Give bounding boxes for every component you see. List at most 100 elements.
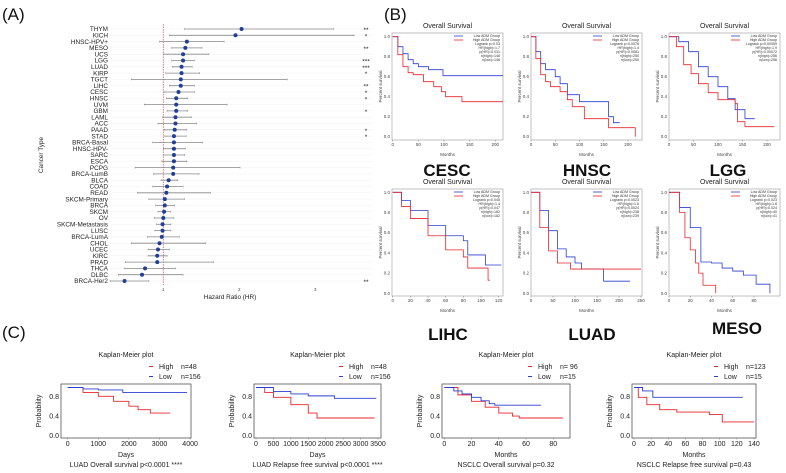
x-tick-label: 80 xyxy=(751,298,757,303)
legend-group: High xyxy=(538,364,553,371)
legend-entry: HR(high)=1.4 xyxy=(479,202,500,206)
hr-point xyxy=(165,184,170,189)
legend-entry: n(low)=146 xyxy=(482,58,500,62)
legend-group: High xyxy=(159,364,174,371)
category-label: THYM xyxy=(90,26,108,33)
y-tick-label: 0.4 xyxy=(384,250,391,255)
legend-entry: n(high)=256 xyxy=(758,54,777,58)
x-tick-label: 0 xyxy=(632,441,636,448)
x-tick-label: 1000 xyxy=(91,441,107,448)
survival-curve-low xyxy=(67,387,188,393)
legend-entry: Low ADM Group xyxy=(751,190,777,194)
legend-entry: Logrank p=0.00059 xyxy=(746,42,777,46)
x-axis-label: Months xyxy=(440,308,456,313)
y-tick-label: 0.0 xyxy=(430,433,440,440)
x-tick-label: 150 xyxy=(593,298,601,303)
y-tick-label: 0.4 xyxy=(49,414,59,421)
category-label: LUSC xyxy=(91,228,108,235)
category-label: BRCA xyxy=(90,203,108,210)
plot-caption: LUAD Overall survival p<0.0001 **** xyxy=(70,462,183,469)
hr-point xyxy=(173,121,178,126)
survival-curve-high-adm-group xyxy=(531,36,636,137)
legend-entry: n(low)=182 xyxy=(482,214,500,218)
x-tick-label: 50 xyxy=(691,142,697,147)
x-tick-label: 50 xyxy=(550,298,556,303)
legend-group: High xyxy=(724,364,739,371)
kaplan-meier-plot: 0 500 1000 1500 2000 2500 3000 3500 0.0 0.4 0.8 Day… xyxy=(229,352,391,469)
panel-label-a: (A) xyxy=(2,5,25,24)
hr-point xyxy=(171,146,176,151)
y-tick-label: 1.0 xyxy=(523,190,530,195)
hr-point xyxy=(171,140,176,145)
y-tick-label: 0.8 xyxy=(49,394,59,401)
survival-curve-high-adm-group xyxy=(392,36,503,103)
plot-frame xyxy=(631,383,757,439)
category-label: LAML xyxy=(91,114,108,121)
category-label: STAD xyxy=(91,133,108,140)
plot-frame xyxy=(530,32,643,141)
hr-point xyxy=(155,260,160,265)
y-tick-label: 0.0 xyxy=(523,291,530,296)
x-tick-label: 0 xyxy=(391,142,394,147)
x-axis-label: Months xyxy=(495,452,518,459)
category-label: ACC xyxy=(95,121,109,128)
category-label: SKCM-Primary xyxy=(65,196,108,203)
significance-stars: * xyxy=(365,33,368,40)
x-tick-label: 80 xyxy=(699,441,707,448)
y-axis-label: Percent survival xyxy=(655,226,660,258)
category-label: PCPG xyxy=(90,165,108,172)
x-tick-label: 1 xyxy=(162,287,165,292)
survival-plot-meso: 0 20 40 60 80 0.0 0.2 0.4 0.6 0.8 1.0 Months Percent… xyxy=(655,179,781,338)
hr-point xyxy=(171,134,176,139)
plot-frame xyxy=(60,383,192,439)
hr-point xyxy=(160,228,165,233)
y-tick-label: 0.8 xyxy=(242,394,252,401)
legend-group: High xyxy=(349,364,364,371)
category-label: SARC xyxy=(90,152,108,159)
category-label: HNSC-HPV- xyxy=(73,146,108,153)
category-label: COAD xyxy=(90,184,109,191)
y-axis-label: Probability xyxy=(417,394,424,427)
survival-curve-high xyxy=(444,387,563,419)
x-tick-label: 20 xyxy=(468,441,476,448)
x-tick-label: 4000 xyxy=(182,441,198,448)
x-tick-label: 40 xyxy=(426,298,432,303)
legend-entry: HR(high)=1.4 xyxy=(618,46,639,50)
significance-stars: * xyxy=(365,71,368,78)
category-label: KIRC xyxy=(93,253,109,260)
legend-entry: Logrank p=0.0076 xyxy=(610,42,639,46)
y-tick-label: 0.0 xyxy=(49,433,59,440)
x-tick-label: 150 xyxy=(600,142,608,147)
plot-frame xyxy=(530,188,643,297)
significance-stars: * xyxy=(365,134,368,141)
y-tick-label: 0.8 xyxy=(384,210,391,215)
x-tick-label: 40 xyxy=(664,441,672,448)
legend-entry: p(HR)=0.031 xyxy=(479,50,500,54)
hr-point xyxy=(159,234,164,239)
y-tick-label: 0.2 xyxy=(523,271,530,276)
category-label: BRCA-Her2 xyxy=(74,278,108,285)
hr-point xyxy=(176,90,181,94)
y-tick-label: 0.6 xyxy=(661,74,668,79)
category-label: LGG xyxy=(95,58,109,65)
hr-point xyxy=(183,45,188,50)
y-axis-label: Probability xyxy=(36,394,43,427)
x-tick-label: 1000 xyxy=(283,441,299,448)
legend-entry: p(HR)=0.0081 xyxy=(616,50,639,54)
hr-point xyxy=(140,272,145,277)
survival-curve-high xyxy=(256,387,375,419)
x-tick-label: 80 xyxy=(461,298,467,303)
hr-point xyxy=(162,203,167,208)
survival-curve-high-adm-group xyxy=(669,191,717,294)
legend-n: n=48 xyxy=(371,364,387,371)
x-tick-label: 60 xyxy=(522,441,530,448)
x-tick-label: 200 xyxy=(763,142,771,147)
survival-plot-lihc: 0 20 40 60 80 100 120 0.0 0.2 0.4 0.6 0.8 1.0 Months P… xyxy=(378,179,504,344)
x-tick-label: 0 xyxy=(668,142,671,147)
hr-point xyxy=(239,27,244,31)
category-label: BRCA-LumB xyxy=(71,171,108,178)
y-tick-label: 0.0 xyxy=(384,134,391,139)
category-label: UCS xyxy=(95,51,109,58)
y-tick-label: 1.0 xyxy=(384,190,391,195)
x-tick-label: 0 xyxy=(530,142,533,147)
